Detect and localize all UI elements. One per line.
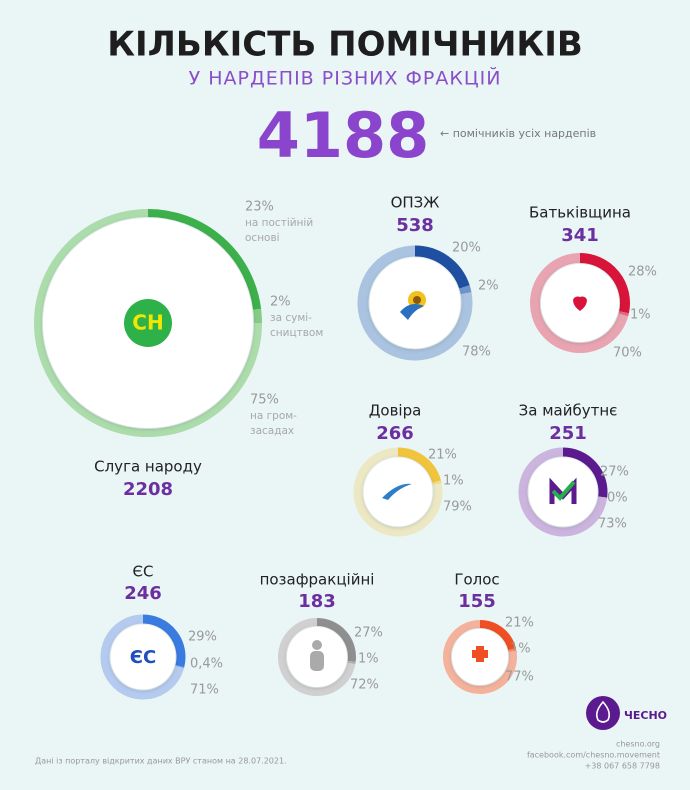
- donut-segment: [100, 614, 184, 700]
- donut-center: [363, 457, 433, 527]
- faction-total: 183: [298, 591, 336, 612]
- donut-segment: [443, 620, 517, 694]
- value-label: 2%: [478, 279, 499, 294]
- value-label: 1%: [358, 652, 379, 667]
- total-label: ← помічників усіх нардепів: [440, 127, 596, 140]
- subtitle: У НАРДЕПІВ РІЗНИХ ФРАКЦІЙ: [189, 67, 502, 90]
- value-label: 21%: [428, 448, 457, 463]
- faction-total: 538: [396, 215, 434, 236]
- contact: chesno.org: [616, 740, 660, 749]
- contact: +38 067 658 7798: [585, 762, 660, 771]
- logo: СН: [132, 311, 163, 335]
- donut-segment: [459, 285, 472, 295]
- brand-logo: [586, 696, 620, 730]
- icon-dovira: [382, 483, 412, 500]
- value-label: 71%: [190, 683, 219, 698]
- value-label: 79%: [443, 500, 472, 515]
- brand-icon: [596, 700, 610, 723]
- value-label: 29%: [188, 630, 217, 645]
- value-label: 27%: [354, 626, 383, 641]
- icon-pozafraktsiini: [310, 640, 324, 671]
- faction-name: ОПЗЖ: [391, 194, 440, 212]
- icon-batkivshchyna: [573, 296, 587, 311]
- category-label: засадах: [250, 425, 294, 437]
- icon-opzh: [400, 291, 426, 320]
- donut-segment: [253, 308, 262, 324]
- icon-holos: [472, 646, 488, 662]
- category-label: на гром-: [250, 410, 297, 422]
- value-label: 23%: [245, 200, 274, 215]
- donut-segment: [353, 447, 443, 537]
- logo: ЄС: [130, 647, 156, 668]
- value-label: 70%: [613, 346, 642, 361]
- category-label: за сумі-: [270, 312, 312, 324]
- value-label: 78%: [462, 345, 491, 360]
- donut-center: [110, 624, 176, 690]
- donut-segment: [278, 618, 356, 696]
- category-label: основі: [245, 232, 280, 244]
- value-label: 21%: [505, 616, 534, 631]
- faction-name: Батьківщина: [529, 204, 631, 222]
- contact: facebook.com/chesno.movement: [527, 751, 660, 760]
- faction-total: 251: [549, 423, 587, 444]
- value-label: 1%: [630, 308, 651, 323]
- donut-segment: [518, 447, 608, 537]
- faction-total: 341: [561, 225, 599, 246]
- source: Дані із порталу відкритих даних ВРУ стан…: [35, 757, 287, 766]
- value-label: 75%: [250, 393, 279, 408]
- donut-segment: [357, 245, 473, 361]
- logo-badge: [124, 299, 172, 347]
- faction-total: 246: [124, 583, 162, 604]
- faction-total: 266: [376, 423, 414, 444]
- faction-name: ЄС: [133, 563, 154, 581]
- donut-segment: [618, 311, 629, 317]
- donut-segment: [147, 209, 262, 310]
- total: 4188: [257, 99, 430, 172]
- faction-name: Голос: [454, 571, 499, 589]
- category-label: сництвом: [270, 327, 323, 339]
- donut-segment: [414, 245, 470, 289]
- donut-segment: [562, 447, 608, 498]
- value-label: 27%: [600, 465, 629, 480]
- faction-name: За майбутнє: [519, 402, 618, 420]
- faction-name: Довіра: [369, 402, 422, 420]
- value-label: 73%: [598, 517, 627, 532]
- donut-segment: [479, 620, 516, 651]
- value-label: 72%: [350, 678, 379, 693]
- donut-segment: [316, 618, 356, 662]
- value-label: 0,4%: [190, 657, 223, 672]
- value-label: 20%: [452, 241, 481, 256]
- donut-segment: [34, 209, 262, 437]
- faction-total: 2208: [123, 479, 173, 500]
- donut-segment: [142, 614, 186, 668]
- value-label: 28%: [628, 265, 657, 280]
- donut-segment: [397, 447, 441, 483]
- faction-name: Слуга народу: [94, 458, 202, 476]
- value-label: 1%: [443, 474, 464, 489]
- donut-segment: [530, 253, 629, 353]
- icon-za-maibutnie: [549, 477, 577, 504]
- donut-segment: [432, 480, 442, 485]
- value-label: 2%: [270, 295, 291, 310]
- title: КІЛЬКІСТЬ ПОМІЧНИКІВ: [107, 25, 583, 65]
- category-label: на постійній: [245, 217, 313, 229]
- brand: ЧЕСНО: [624, 709, 667, 722]
- value-label: 77%: [505, 670, 534, 685]
- faction-name: позафракційні: [260, 571, 375, 589]
- donut-segment: [579, 253, 630, 314]
- faction-total: 155: [458, 591, 496, 612]
- value-label: 0%: [607, 491, 628, 506]
